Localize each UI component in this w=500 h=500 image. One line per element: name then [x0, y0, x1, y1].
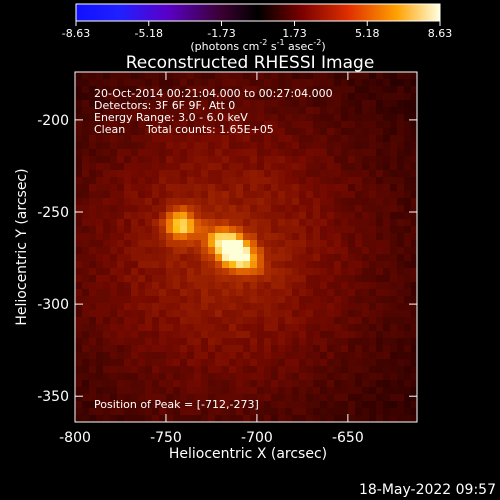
- y-tick-label: -350: [37, 389, 69, 405]
- y-axis-title: Heliocentric Y (arcsec): [14, 168, 30, 325]
- colorbar-tick-label: -8.63: [62, 27, 90, 40]
- timestamp: 18-May-2022 09:57: [359, 482, 496, 498]
- x-tick-label: -750: [150, 430, 182, 446]
- info-line-total-counts: Total counts: 1.65E+05: [145, 123, 274, 136]
- info-box: 20-Oct-2014 00:21:04.000 to 00:27:04.000…: [94, 87, 333, 136]
- colorbar-tick-label: 5.18: [355, 27, 380, 40]
- colorbar-tick-label: -1.73: [207, 27, 235, 40]
- info-line-energy: Energy Range: 3.0 - 6.0 keV: [94, 111, 248, 124]
- x-tick-label: -650: [332, 430, 364, 446]
- x-axis-title: Heliocentric X (arcsec): [169, 446, 327, 462]
- info-line-time: 20-Oct-2014 00:21:04.000 to 00:27:04.000: [94, 87, 333, 100]
- colorbar-tick-label: 8.63: [428, 27, 453, 40]
- y-tick-label: -250: [37, 205, 69, 221]
- colorbar-units: (photons cm-2 s-1 asec-2): [190, 38, 325, 53]
- info-line-clean: Clean: [94, 123, 125, 136]
- info-line-detectors: Detectors: 3F 6F 9F, Att 0: [94, 99, 235, 112]
- x-tick-label: -800: [59, 430, 91, 446]
- y-tick-label: -300: [37, 297, 69, 313]
- colorbar: [75, 3, 441, 22]
- peak-position: Position of Peak = [-712,-273]: [94, 398, 259, 411]
- colorbar-tick-label: -5.18: [135, 27, 163, 40]
- colorbar-ticks: -8.63 -5.18 -1.73 1.73 5.18 8.63: [62, 21, 452, 40]
- x-axis: -800 -750 -700 -650: [59, 72, 364, 446]
- colorbar-tick-label: 1.73: [282, 27, 307, 40]
- plot-frame: [74, 71, 418, 423]
- x-tick-label: -700: [241, 430, 273, 446]
- y-axis: -200 -250 -300 -350: [37, 113, 417, 405]
- plot-title: Reconstructed RHESSI Image: [126, 53, 375, 73]
- y-tick-label: -200: [37, 113, 69, 129]
- rhessi-image: [75, 72, 417, 422]
